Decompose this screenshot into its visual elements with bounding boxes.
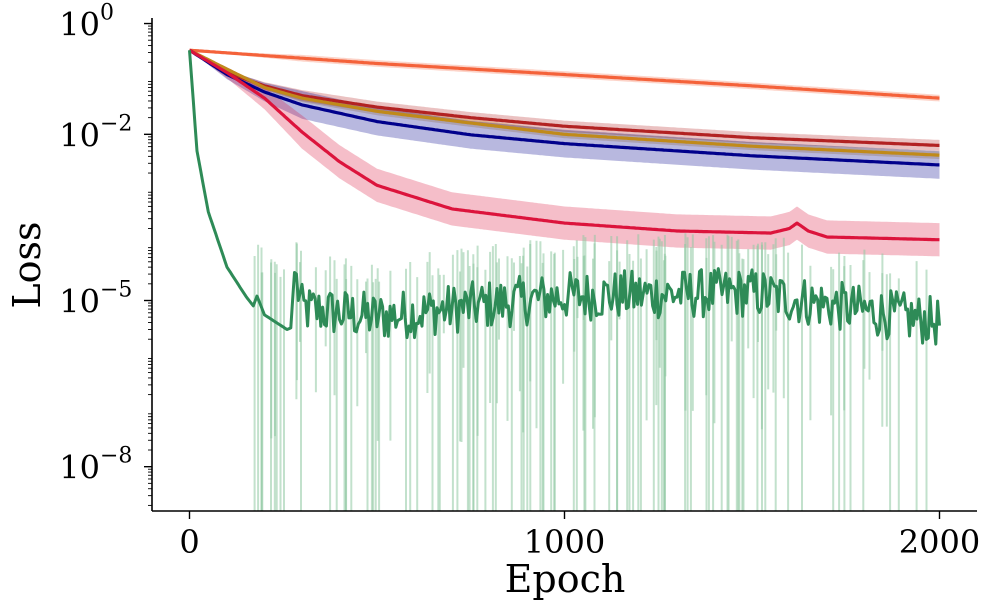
seagreen-noise-band [253,233,928,511]
y-tick-label: 10 [59,449,100,487]
series-line-seagreen [188,50,941,346]
series-lines [188,48,941,346]
crimson-band [189,50,940,257]
series-line-firebrick [188,48,940,147]
y-tick-label: 10 [59,283,100,321]
y-tick-exponent: 0 [100,1,114,26]
y-tick-label: 10 [59,116,100,154]
series-line-navy [188,48,940,167]
x-tick-label: 1000 [524,523,605,561]
x-ticks: 0 1000 2000 [179,511,980,561]
y-tick-label: 10 [59,6,100,44]
x-tick-label: 2000 [899,523,980,561]
y-tick-exponent: −5 [100,278,132,303]
series-line-orange-red [189,48,940,100]
confidence-bands [189,50,940,257]
y-tick-exponent: −8 [100,444,132,469]
y-ticks: 10 010 −210 −510 −8 [59,1,152,506]
x-tick-label: 0 [179,523,199,561]
y-tick-exponent: −2 [100,111,132,136]
series-line-goldenrod [188,48,940,157]
series-line-crimson [188,48,940,242]
y-axis-title: Loss [5,221,49,308]
x-axis-title: Epoch [505,557,626,601]
